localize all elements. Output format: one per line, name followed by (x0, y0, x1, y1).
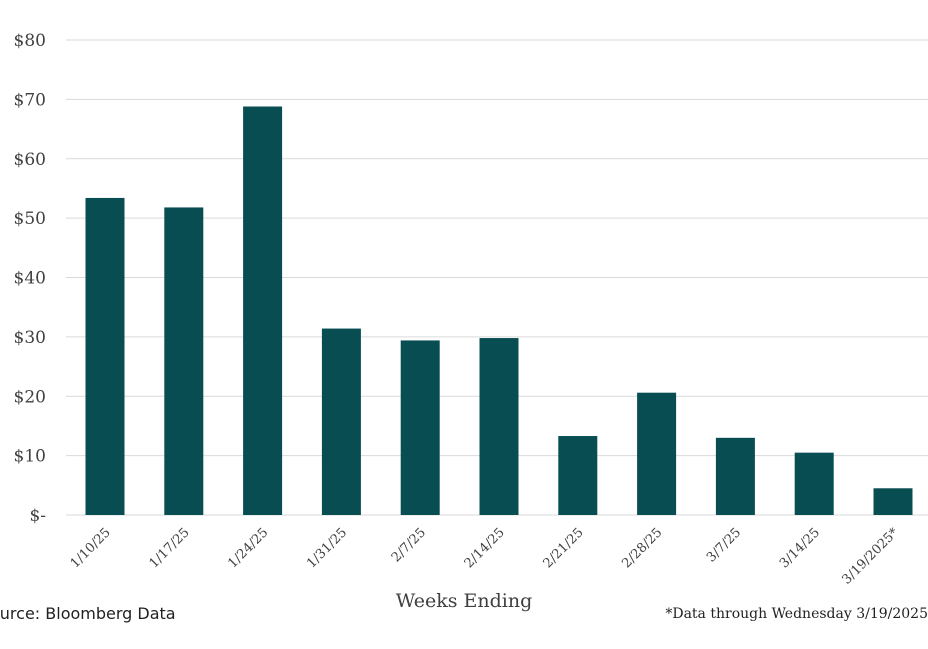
x-tick-label: 2/21/25 (541, 525, 587, 571)
x-tick-label: 2/28/25 (619, 525, 665, 571)
gridlines (66, 39, 928, 516)
bar (794, 452, 834, 515)
y-tick-label: $20 (14, 387, 46, 407)
bar (321, 328, 361, 515)
bar (85, 197, 125, 515)
x-tick-label: 1/24/25 (225, 525, 271, 571)
bars (85, 106, 913, 515)
data-footnote: *Data through Wednesday 3/19/2025 (665, 606, 928, 622)
y-tick-label: $50 (14, 209, 46, 229)
y-tick-label: $30 (14, 328, 46, 348)
x-axis-tick-labels: 1/10/25 1/17/25 1/24/25 1/31/25 2/7/25 2/14/2… (68, 525, 902, 588)
x-tick-label: 2/14/25 (462, 525, 508, 571)
y-tick-label: $60 (14, 150, 46, 170)
bar (400, 340, 440, 515)
y-tick-label: $10 (14, 447, 46, 467)
y-tick-label: $- (29, 506, 46, 526)
y-tick-label: $80 (14, 31, 46, 51)
source-note: ource: Bloomberg Data (0, 604, 176, 623)
bar (637, 392, 677, 515)
y-tick-label: $40 (14, 269, 46, 289)
x-axis-label: Weeks Ending (395, 590, 533, 612)
x-tick-label: 1/31/25 (304, 525, 350, 571)
x-tick-label: 3/7/25 (704, 525, 744, 565)
x-tick-label: 1/17/25 (147, 525, 193, 571)
bar (479, 338, 519, 515)
bar (164, 207, 204, 515)
bar (558, 436, 598, 515)
x-tick-label: 2/7/25 (389, 525, 429, 565)
x-tick-label: 3/14/25 (777, 525, 823, 571)
bar (873, 488, 913, 515)
y-axis-tick-labels: $- $10 $20 $30 $40 $50 $60 $70 $80 (14, 31, 46, 526)
x-tick-label: 1/10/25 (68, 525, 114, 571)
x-tick-label: 3/19/2025* (839, 525, 902, 588)
bar (243, 106, 283, 515)
bar (715, 437, 755, 515)
y-tick-label: $70 (14, 90, 46, 110)
